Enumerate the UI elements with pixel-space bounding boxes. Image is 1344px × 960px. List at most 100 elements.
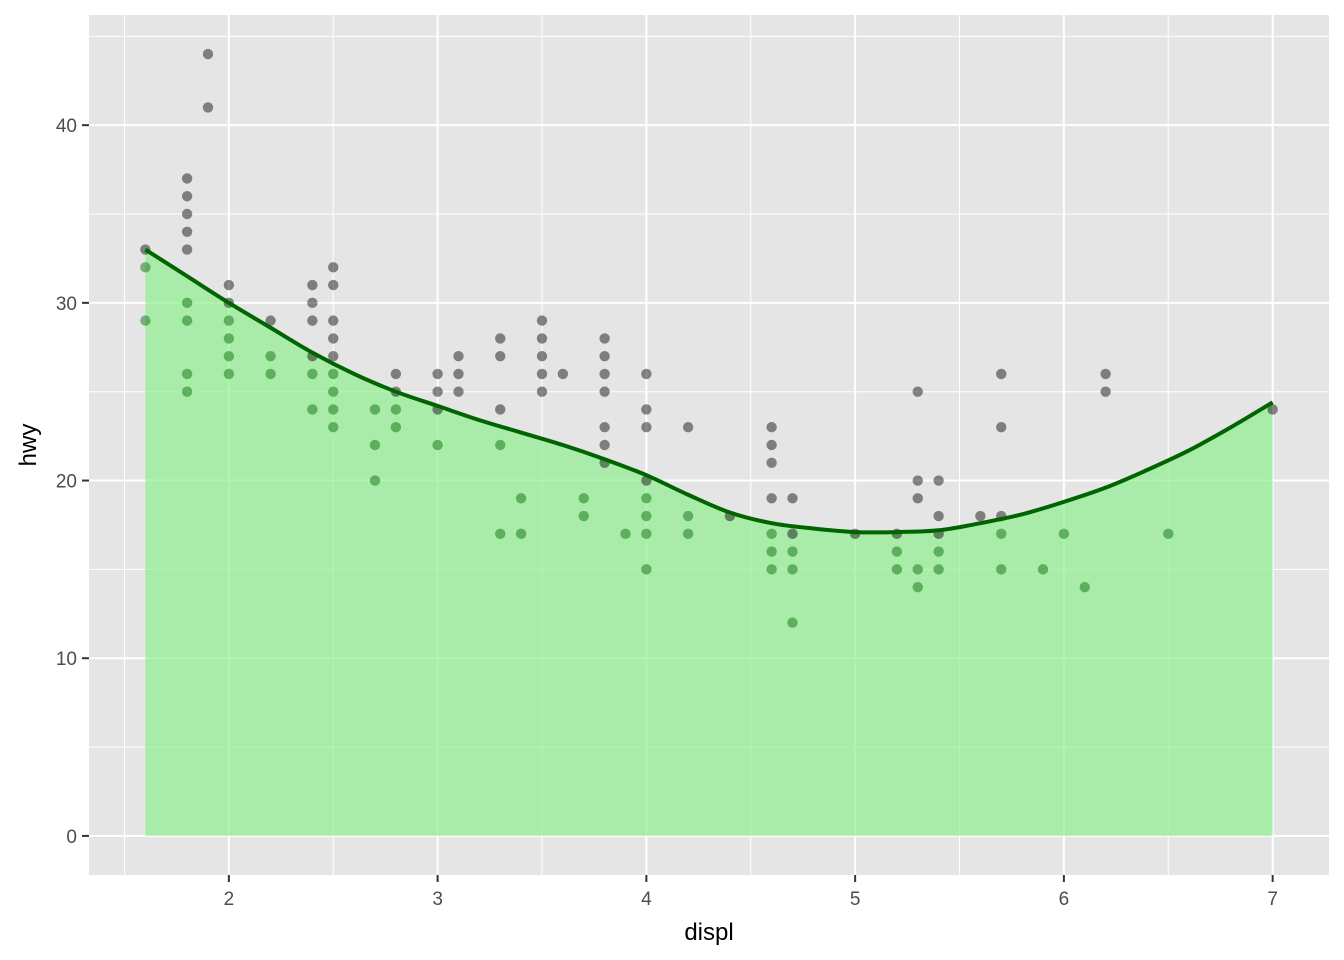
x-tick-label: 7 bbox=[1267, 889, 1278, 910]
data-point bbox=[641, 368, 652, 380]
data-point bbox=[369, 475, 381, 486]
data-point bbox=[912, 493, 923, 504]
data-point bbox=[307, 368, 318, 380]
data-point bbox=[641, 564, 652, 575]
data-point bbox=[202, 48, 214, 60]
data-point bbox=[1163, 528, 1174, 540]
data-point bbox=[766, 564, 777, 575]
data-point bbox=[328, 279, 339, 291]
data-point bbox=[432, 386, 443, 397]
data-point bbox=[307, 297, 318, 309]
data-point bbox=[933, 564, 944, 575]
data-point bbox=[515, 528, 527, 540]
data-point bbox=[682, 510, 694, 522]
data-point bbox=[536, 333, 548, 344]
data-point bbox=[787, 528, 798, 540]
data-point bbox=[536, 350, 548, 362]
data-point bbox=[599, 422, 610, 433]
data-point bbox=[787, 546, 798, 557]
data-point bbox=[181, 173, 193, 184]
data-point bbox=[682, 528, 694, 540]
x-tick-label: 2 bbox=[224, 889, 235, 910]
y-tick-label: 10 bbox=[56, 649, 77, 670]
data-point bbox=[223, 350, 235, 362]
data-point bbox=[536, 368, 548, 380]
data-point bbox=[620, 528, 631, 540]
data-point bbox=[557, 368, 569, 380]
data-point bbox=[682, 422, 694, 433]
data-point bbox=[328, 422, 339, 433]
data-point bbox=[996, 564, 1007, 575]
data-point bbox=[578, 493, 589, 504]
data-point bbox=[181, 386, 193, 397]
data-point bbox=[495, 333, 506, 344]
data-point bbox=[223, 279, 235, 291]
data-point bbox=[766, 493, 777, 504]
x-tick-label: 5 bbox=[850, 889, 861, 910]
x-tick-label: 3 bbox=[432, 889, 443, 910]
data-point bbox=[265, 350, 276, 362]
data-point bbox=[495, 439, 506, 451]
data-point bbox=[787, 617, 798, 628]
data-point bbox=[328, 350, 339, 362]
data-point bbox=[495, 350, 506, 362]
data-point bbox=[328, 404, 339, 415]
data-point bbox=[328, 315, 339, 326]
data-point bbox=[453, 386, 464, 397]
data-point bbox=[912, 386, 923, 397]
data-point bbox=[390, 368, 402, 380]
data-point bbox=[1037, 564, 1049, 575]
data-point bbox=[265, 315, 276, 326]
data-point bbox=[369, 439, 381, 451]
data-point bbox=[975, 510, 986, 522]
data-point bbox=[1079, 581, 1090, 593]
data-point bbox=[432, 439, 443, 451]
data-point bbox=[641, 510, 652, 522]
x-tick-label: 6 bbox=[1059, 889, 1070, 910]
data-point bbox=[453, 350, 464, 362]
data-point bbox=[328, 333, 339, 344]
data-point bbox=[328, 386, 339, 397]
x-tick-label: 4 bbox=[641, 889, 652, 910]
y-axis-title: hwy bbox=[15, 424, 42, 467]
y-tick-label: 40 bbox=[56, 116, 77, 137]
data-point bbox=[933, 510, 944, 522]
data-point bbox=[1100, 368, 1111, 380]
data-point bbox=[641, 404, 652, 415]
data-point bbox=[140, 262, 151, 273]
data-point bbox=[912, 581, 923, 593]
data-point bbox=[996, 368, 1007, 380]
data-point bbox=[390, 404, 402, 415]
x-axis-title: displ bbox=[684, 919, 733, 946]
data-point bbox=[599, 386, 610, 397]
data-point bbox=[1058, 528, 1070, 540]
data-point bbox=[223, 368, 235, 380]
data-point bbox=[495, 528, 506, 540]
data-point bbox=[996, 422, 1007, 433]
data-point bbox=[766, 546, 777, 557]
data-point bbox=[599, 333, 610, 344]
data-point bbox=[390, 422, 402, 433]
data-point bbox=[599, 439, 610, 451]
smooth-line bbox=[144, 247, 1274, 535]
data-point bbox=[181, 226, 193, 237]
y-axis: 0 10 20 30 40 bbox=[56, 116, 89, 848]
data-point bbox=[787, 564, 798, 575]
data-point bbox=[307, 404, 318, 415]
data-point bbox=[223, 315, 235, 326]
data-point bbox=[181, 191, 193, 202]
data-point bbox=[912, 564, 923, 575]
data-point bbox=[1100, 386, 1111, 397]
data-point bbox=[599, 368, 610, 380]
data-point bbox=[307, 315, 318, 326]
data-point bbox=[181, 368, 193, 380]
data-point bbox=[181, 244, 193, 255]
data-point bbox=[515, 493, 527, 504]
data-point bbox=[599, 350, 610, 362]
data-point bbox=[1267, 404, 1278, 415]
data-point bbox=[641, 528, 652, 540]
data-point bbox=[787, 493, 798, 504]
data-point bbox=[933, 475, 944, 486]
data-point bbox=[202, 102, 214, 113]
data-point bbox=[432, 368, 443, 380]
